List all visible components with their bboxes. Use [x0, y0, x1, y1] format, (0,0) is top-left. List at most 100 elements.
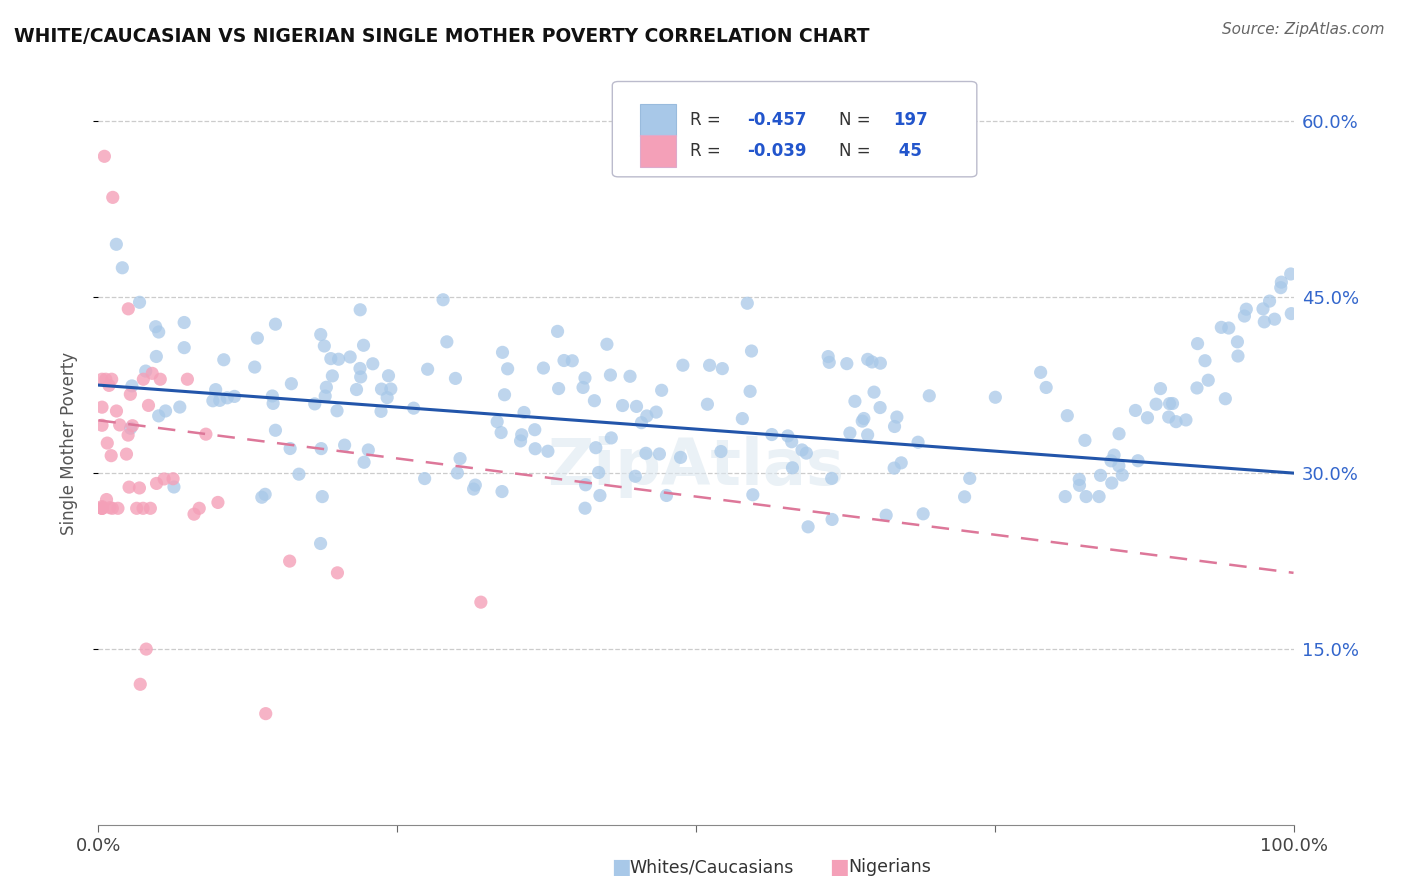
Text: R =: R = — [690, 112, 725, 129]
Point — [173, 316, 195, 330]
Point — [1157, 410, 1180, 425]
Point — [655, 488, 678, 502]
Text: ZipAtlas: ZipAtlas — [547, 435, 845, 498]
Point — [108, 417, 131, 432]
Point — [278, 442, 301, 456]
Point — [194, 427, 217, 442]
Point — [208, 393, 231, 408]
Text: WHITE/CAUCASIAN VS NIGERIAN SINGLE MOTHER POVERTY CORRELATION CHART: WHITE/CAUCASIAN VS NIGERIAN SINGLE MOTHE… — [14, 27, 869, 45]
Point — [1185, 381, 1208, 395]
Y-axis label: Single Mother Poverty: Single Mother Poverty — [59, 352, 77, 535]
Point — [346, 383, 368, 397]
Point — [496, 361, 519, 376]
Point — [619, 369, 641, 384]
Point — [630, 416, 652, 430]
Point — [1069, 478, 1091, 492]
Point — [817, 350, 839, 364]
Point — [246, 331, 269, 345]
Point — [1197, 373, 1219, 387]
Point — [510, 427, 533, 442]
Point — [98, 500, 121, 515]
Point — [243, 360, 266, 375]
Point — [1226, 334, 1249, 349]
Point — [375, 391, 398, 405]
Point — [651, 384, 673, 398]
Point — [326, 566, 349, 580]
Point — [634, 446, 657, 460]
Point — [121, 418, 143, 433]
Point — [1279, 267, 1302, 281]
Point — [339, 350, 361, 364]
Point — [446, 466, 468, 480]
Point — [588, 466, 610, 480]
Point — [463, 482, 485, 496]
Point — [1161, 396, 1184, 410]
Text: N =: N = — [839, 112, 876, 129]
Point — [1074, 434, 1097, 448]
Point — [1264, 312, 1286, 326]
Point — [890, 456, 912, 470]
Point — [1099, 454, 1122, 468]
Point — [91, 501, 114, 516]
Point — [217, 391, 239, 405]
Point — [1149, 382, 1171, 396]
Point — [100, 449, 122, 463]
Point — [1069, 472, 1091, 486]
Point — [309, 327, 332, 342]
Point — [169, 400, 191, 414]
Point — [886, 410, 908, 425]
Point — [669, 450, 692, 465]
Point — [91, 501, 114, 516]
Point — [1102, 448, 1125, 462]
Text: Whites/Caucasians: Whites/Caucasians — [630, 858, 794, 876]
Point — [91, 500, 114, 514]
Point — [780, 434, 803, 449]
Point — [821, 512, 844, 526]
Point — [524, 442, 547, 456]
Bar — [640, 104, 676, 136]
Point — [309, 442, 332, 456]
Point — [129, 677, 152, 691]
Point — [132, 372, 155, 386]
Point — [380, 382, 402, 396]
Point — [1258, 294, 1281, 309]
Point — [856, 428, 879, 442]
Point — [321, 368, 343, 383]
Point — [1234, 302, 1257, 317]
Point — [250, 490, 273, 504]
Point — [264, 423, 287, 437]
Point — [600, 431, 623, 445]
Text: 197: 197 — [893, 112, 928, 129]
Point — [596, 337, 619, 351]
Point — [624, 469, 647, 483]
Point — [304, 397, 326, 411]
Point — [120, 387, 142, 401]
Point — [1218, 321, 1240, 335]
Point — [738, 384, 761, 399]
Point — [856, 352, 879, 367]
Point — [115, 447, 138, 461]
Point — [118, 480, 141, 494]
Point — [953, 490, 976, 504]
Point — [125, 501, 148, 516]
Point — [183, 507, 205, 521]
Point — [309, 536, 332, 550]
Point — [852, 411, 875, 425]
Text: R =: R = — [690, 142, 725, 160]
Point — [262, 389, 284, 403]
Point — [464, 478, 486, 492]
Point — [574, 501, 596, 516]
Point — [869, 356, 891, 370]
Point — [1251, 301, 1274, 316]
Point — [585, 441, 607, 455]
Point — [204, 383, 226, 397]
Point — [1088, 490, 1111, 504]
Point — [636, 409, 658, 423]
Point — [176, 372, 198, 386]
Point — [1108, 426, 1130, 441]
Point — [98, 378, 121, 392]
Point — [436, 334, 458, 349]
Point — [163, 480, 186, 494]
Point — [138, 398, 160, 412]
Point — [117, 428, 139, 442]
